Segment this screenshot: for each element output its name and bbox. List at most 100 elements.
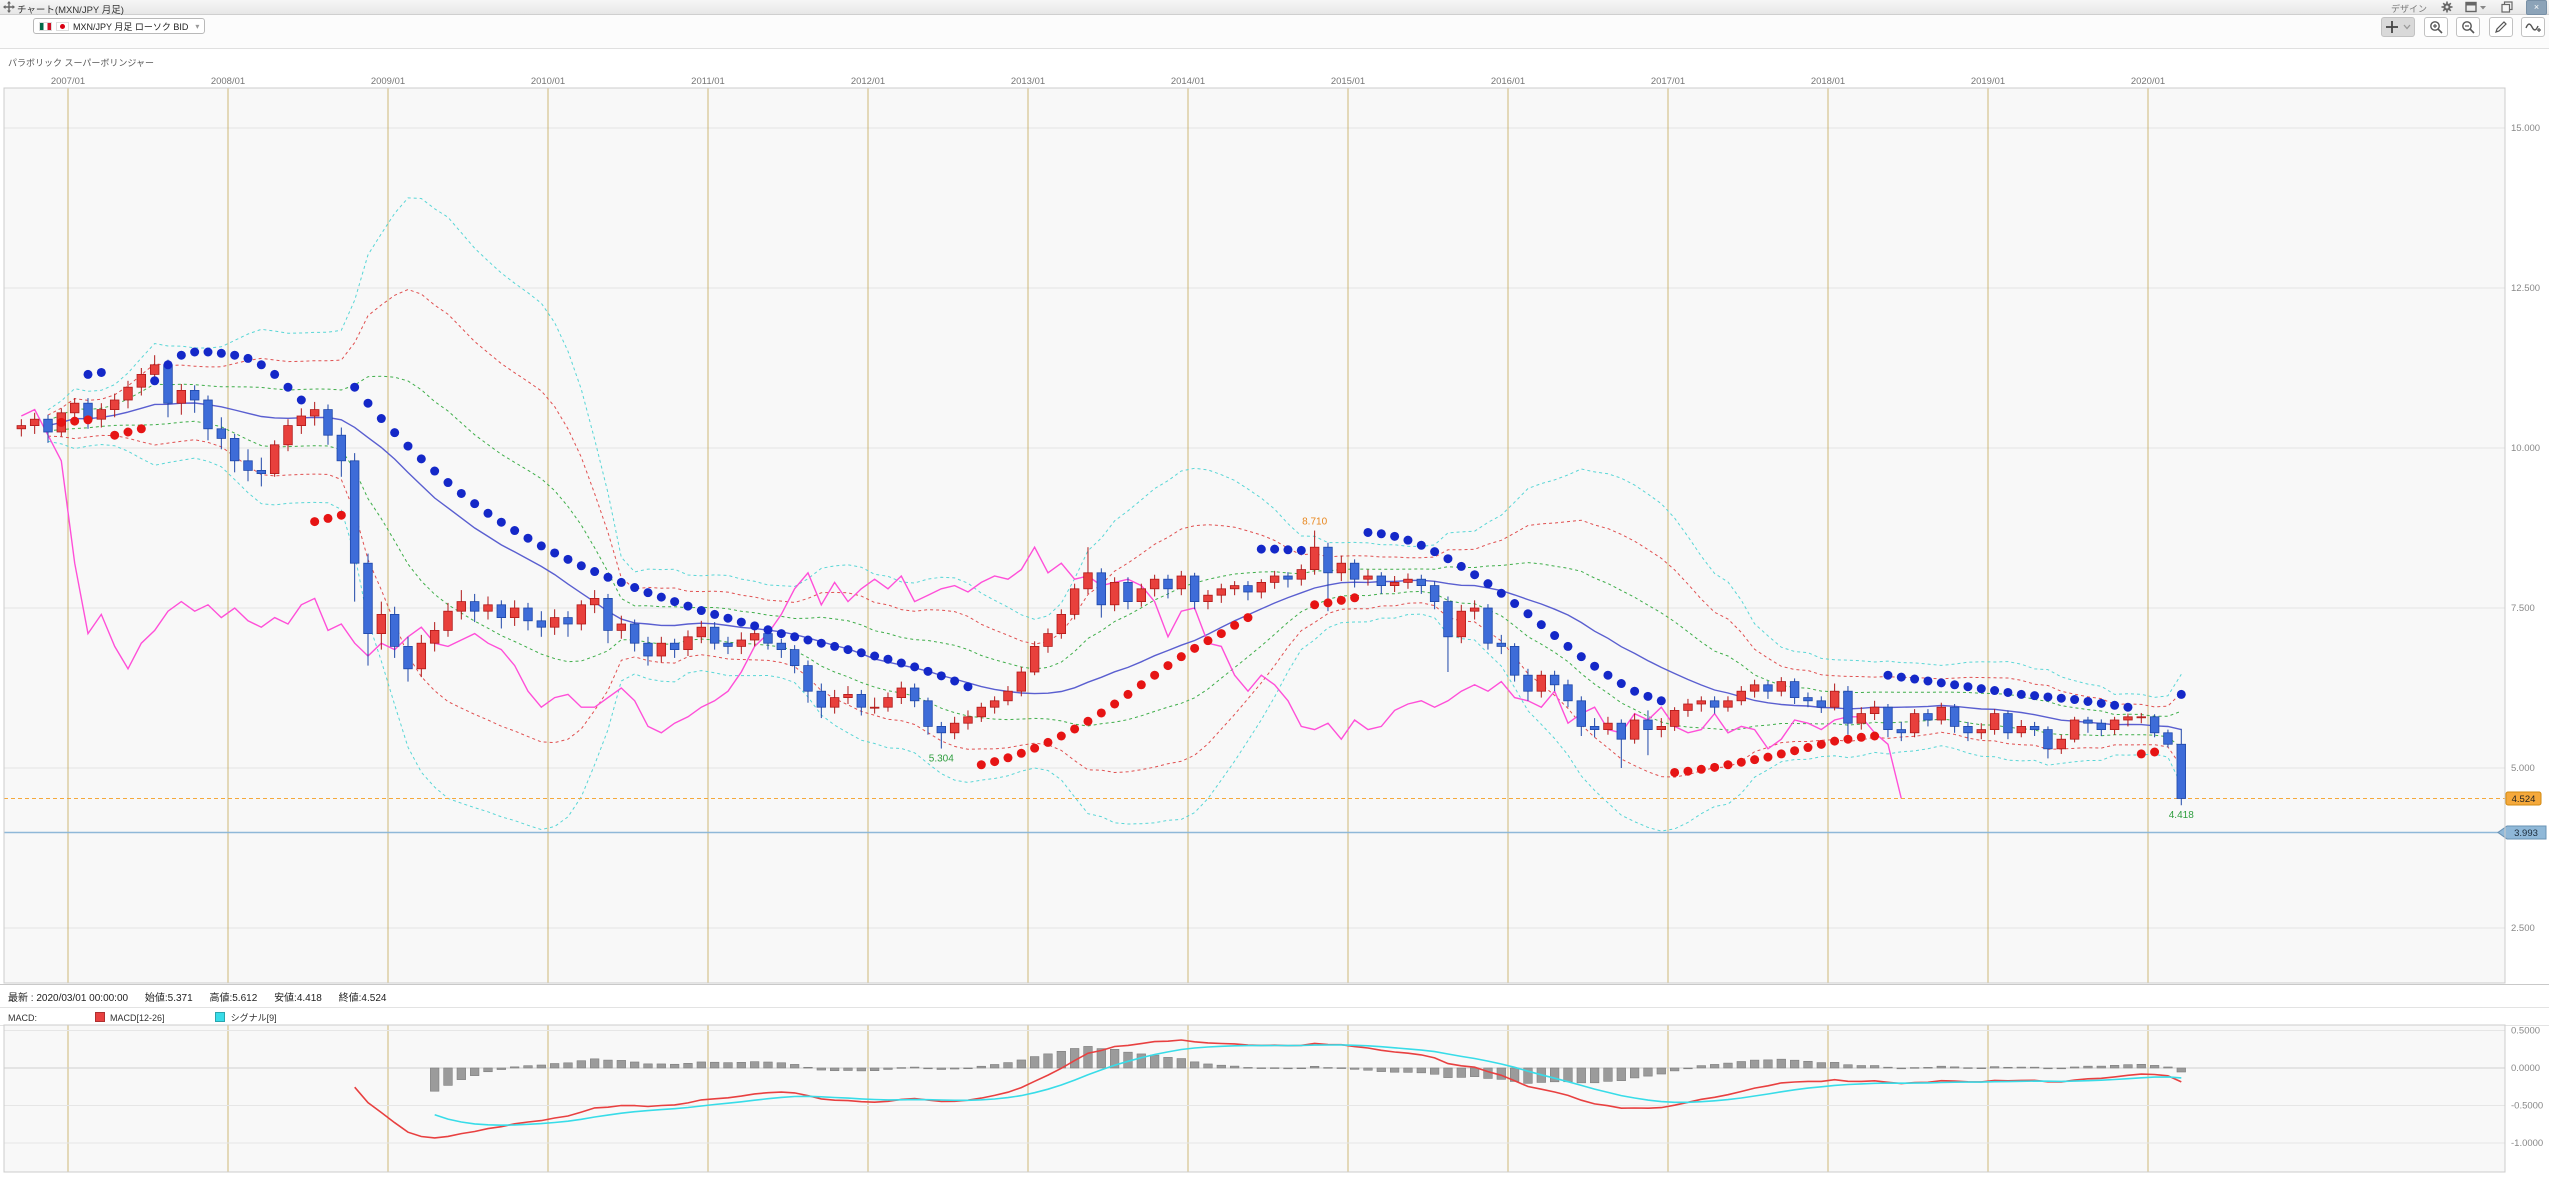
x-axis-label: 2015/01: [1331, 76, 1365, 87]
macd-histogram-bar: [950, 1067, 960, 1070]
candle-body: [123, 386, 133, 401]
macd-histogram-bar: [790, 1064, 800, 1069]
candle-body: [696, 626, 707, 638]
sar-dot-above: [523, 533, 533, 543]
bollinger-band-lower1: [47, 420, 2182, 749]
macd-histogram-bar: [1230, 1065, 1240, 1069]
close-button[interactable]: ×: [2526, 0, 2547, 15]
sar-dot-above: [483, 508, 493, 518]
design-label[interactable]: デザイン: [2390, 4, 2427, 14]
crosshair-tool-button[interactable]: [2381, 17, 2416, 37]
candle-body: [16, 425, 27, 430]
sar-dot-above: [1443, 554, 1453, 564]
candle-body: [589, 598, 600, 606]
macd-histogram-bar: [2043, 1067, 2053, 1070]
macd-histogram-bar: [963, 1067, 973, 1070]
macd-histogram-bar: [1936, 1065, 1946, 1069]
macd-histogram-bar: [1350, 1067, 1360, 1070]
macd-histogram-bar: [2056, 1067, 2066, 1070]
sar-dot-above: [563, 554, 573, 564]
macd-histogram-bar: [1790, 1059, 1800, 1069]
sar-dot-below: [1670, 767, 1680, 777]
window-titlebar[interactable]: チャート(MXN/JPY 月足) デザイン ×: [0, 0, 2549, 16]
candle-body: [1803, 697, 1813, 702]
macd-histogram-bar: [923, 1067, 933, 1070]
sar-dot-above: [83, 369, 93, 379]
macd-histogram-bar: [1963, 1067, 1973, 1069]
sar-dot-below: [990, 757, 1000, 767]
sar-dot-above: [2016, 689, 2026, 699]
macd-histogram-bar: [1710, 1064, 1720, 1069]
candle-body: [1536, 674, 1546, 692]
macd-histogram-bar: [1296, 1067, 1306, 1070]
symbol-selector[interactable]: MXN/JPY 月足 ローソク BID ▾: [33, 18, 206, 34]
gridlines: 15.000 12.500 10.000 7.500 5.000 2.500 2007/01…: [4, 76, 2540, 1172]
candle-body: [2163, 732, 2173, 745]
sar-dot-above: [2083, 696, 2093, 706]
macd-histogram-bar: [1096, 1048, 1106, 1069]
candle-body: [1016, 671, 1027, 692]
sar-dot-below: [1843, 734, 1853, 744]
macd-histogram-bar: [1670, 1067, 1680, 1072]
macd-histogram-bar: [1390, 1067, 1400, 1073]
candle-body: [536, 620, 547, 628]
macd-histogram-bar: [1136, 1053, 1146, 1069]
candle-body: [896, 687, 907, 699]
macd-histogram-bar: [430, 1067, 440, 1092]
restore-icon[interactable]: [2501, 1, 2513, 13]
macd-tick-label: 0.0000: [2511, 1063, 2540, 1074]
macd-histogram-bar: [816, 1067, 826, 1071]
candle-body: [816, 690, 827, 708]
macd-plot-bg: [3, 1024, 2506, 1173]
sar-dot-above: [710, 609, 720, 619]
sar-dot-above: [630, 583, 640, 593]
macd-histogram-bar: [1523, 1067, 1533, 1084]
sar-dot-below: [56, 417, 66, 427]
zoom-in-button[interactable]: [2423, 17, 2448, 37]
chart-tool-buttons: [2377, 17, 2545, 37]
add-indicator-button[interactable]: [2521, 17, 2545, 37]
candle-body: [1256, 582, 1267, 593]
candle-body: [1709, 700, 1720, 708]
sar-dot-above: [576, 561, 586, 571]
macd-histogram-bar: [523, 1065, 533, 1069]
sar-dot-above: [1896, 672, 1906, 682]
macd-histogram-bar: [896, 1067, 906, 1069]
candle-body: [563, 617, 573, 625]
candle-body: [1003, 690, 1013, 702]
candle-body: [669, 642, 680, 651]
draw-tool-button[interactable]: [2488, 17, 2513, 37]
macd-histogram-bar: [656, 1063, 666, 1069]
macd-histogram-bar: [936, 1067, 946, 1070]
window-mode-button[interactable]: [2465, 1, 2487, 13]
macd-histogram-bar: [1456, 1067, 1466, 1078]
sar-dot-below: [1736, 757, 1746, 767]
candle-body: [1656, 726, 1666, 731]
sar-dot-above: [2003, 687, 2013, 697]
x-axis-label: 2020/01: [2131, 76, 2165, 87]
macd-color-swatch: [94, 1012, 105, 1022]
candle-body: [1243, 585, 1253, 593]
macd-histogram-bar: [1736, 1061, 1746, 1069]
candle-body: [2123, 716, 2133, 721]
sar-dot-below: [1150, 670, 1160, 680]
macd-histogram-bar: [1990, 1066, 2000, 1069]
candle-body: [1749, 684, 1760, 692]
candle-body: [1669, 710, 1680, 727]
candle-body: [416, 642, 427, 670]
sar-dot-above: [2123, 702, 2133, 712]
macd-histogram-bar: [1030, 1056, 1040, 1069]
candle-body: [1483, 607, 1493, 644]
chevron-down-icon: ▾: [195, 21, 200, 31]
macd-histogram-bar: [1856, 1065, 1866, 1069]
macd-histogram-bar: [1083, 1046, 1093, 1069]
candle-body: [1869, 706, 1880, 715]
zoom-out-button[interactable]: [2456, 17, 2481, 37]
sar-dot-above: [2070, 695, 2080, 705]
gear-icon[interactable]: [2441, 1, 2453, 13]
sar-dot-above: [443, 478, 453, 488]
sar-dot-below: [1336, 595, 1346, 605]
sar-dot-above: [790, 632, 800, 642]
sar-dot-above: [1923, 676, 1933, 686]
